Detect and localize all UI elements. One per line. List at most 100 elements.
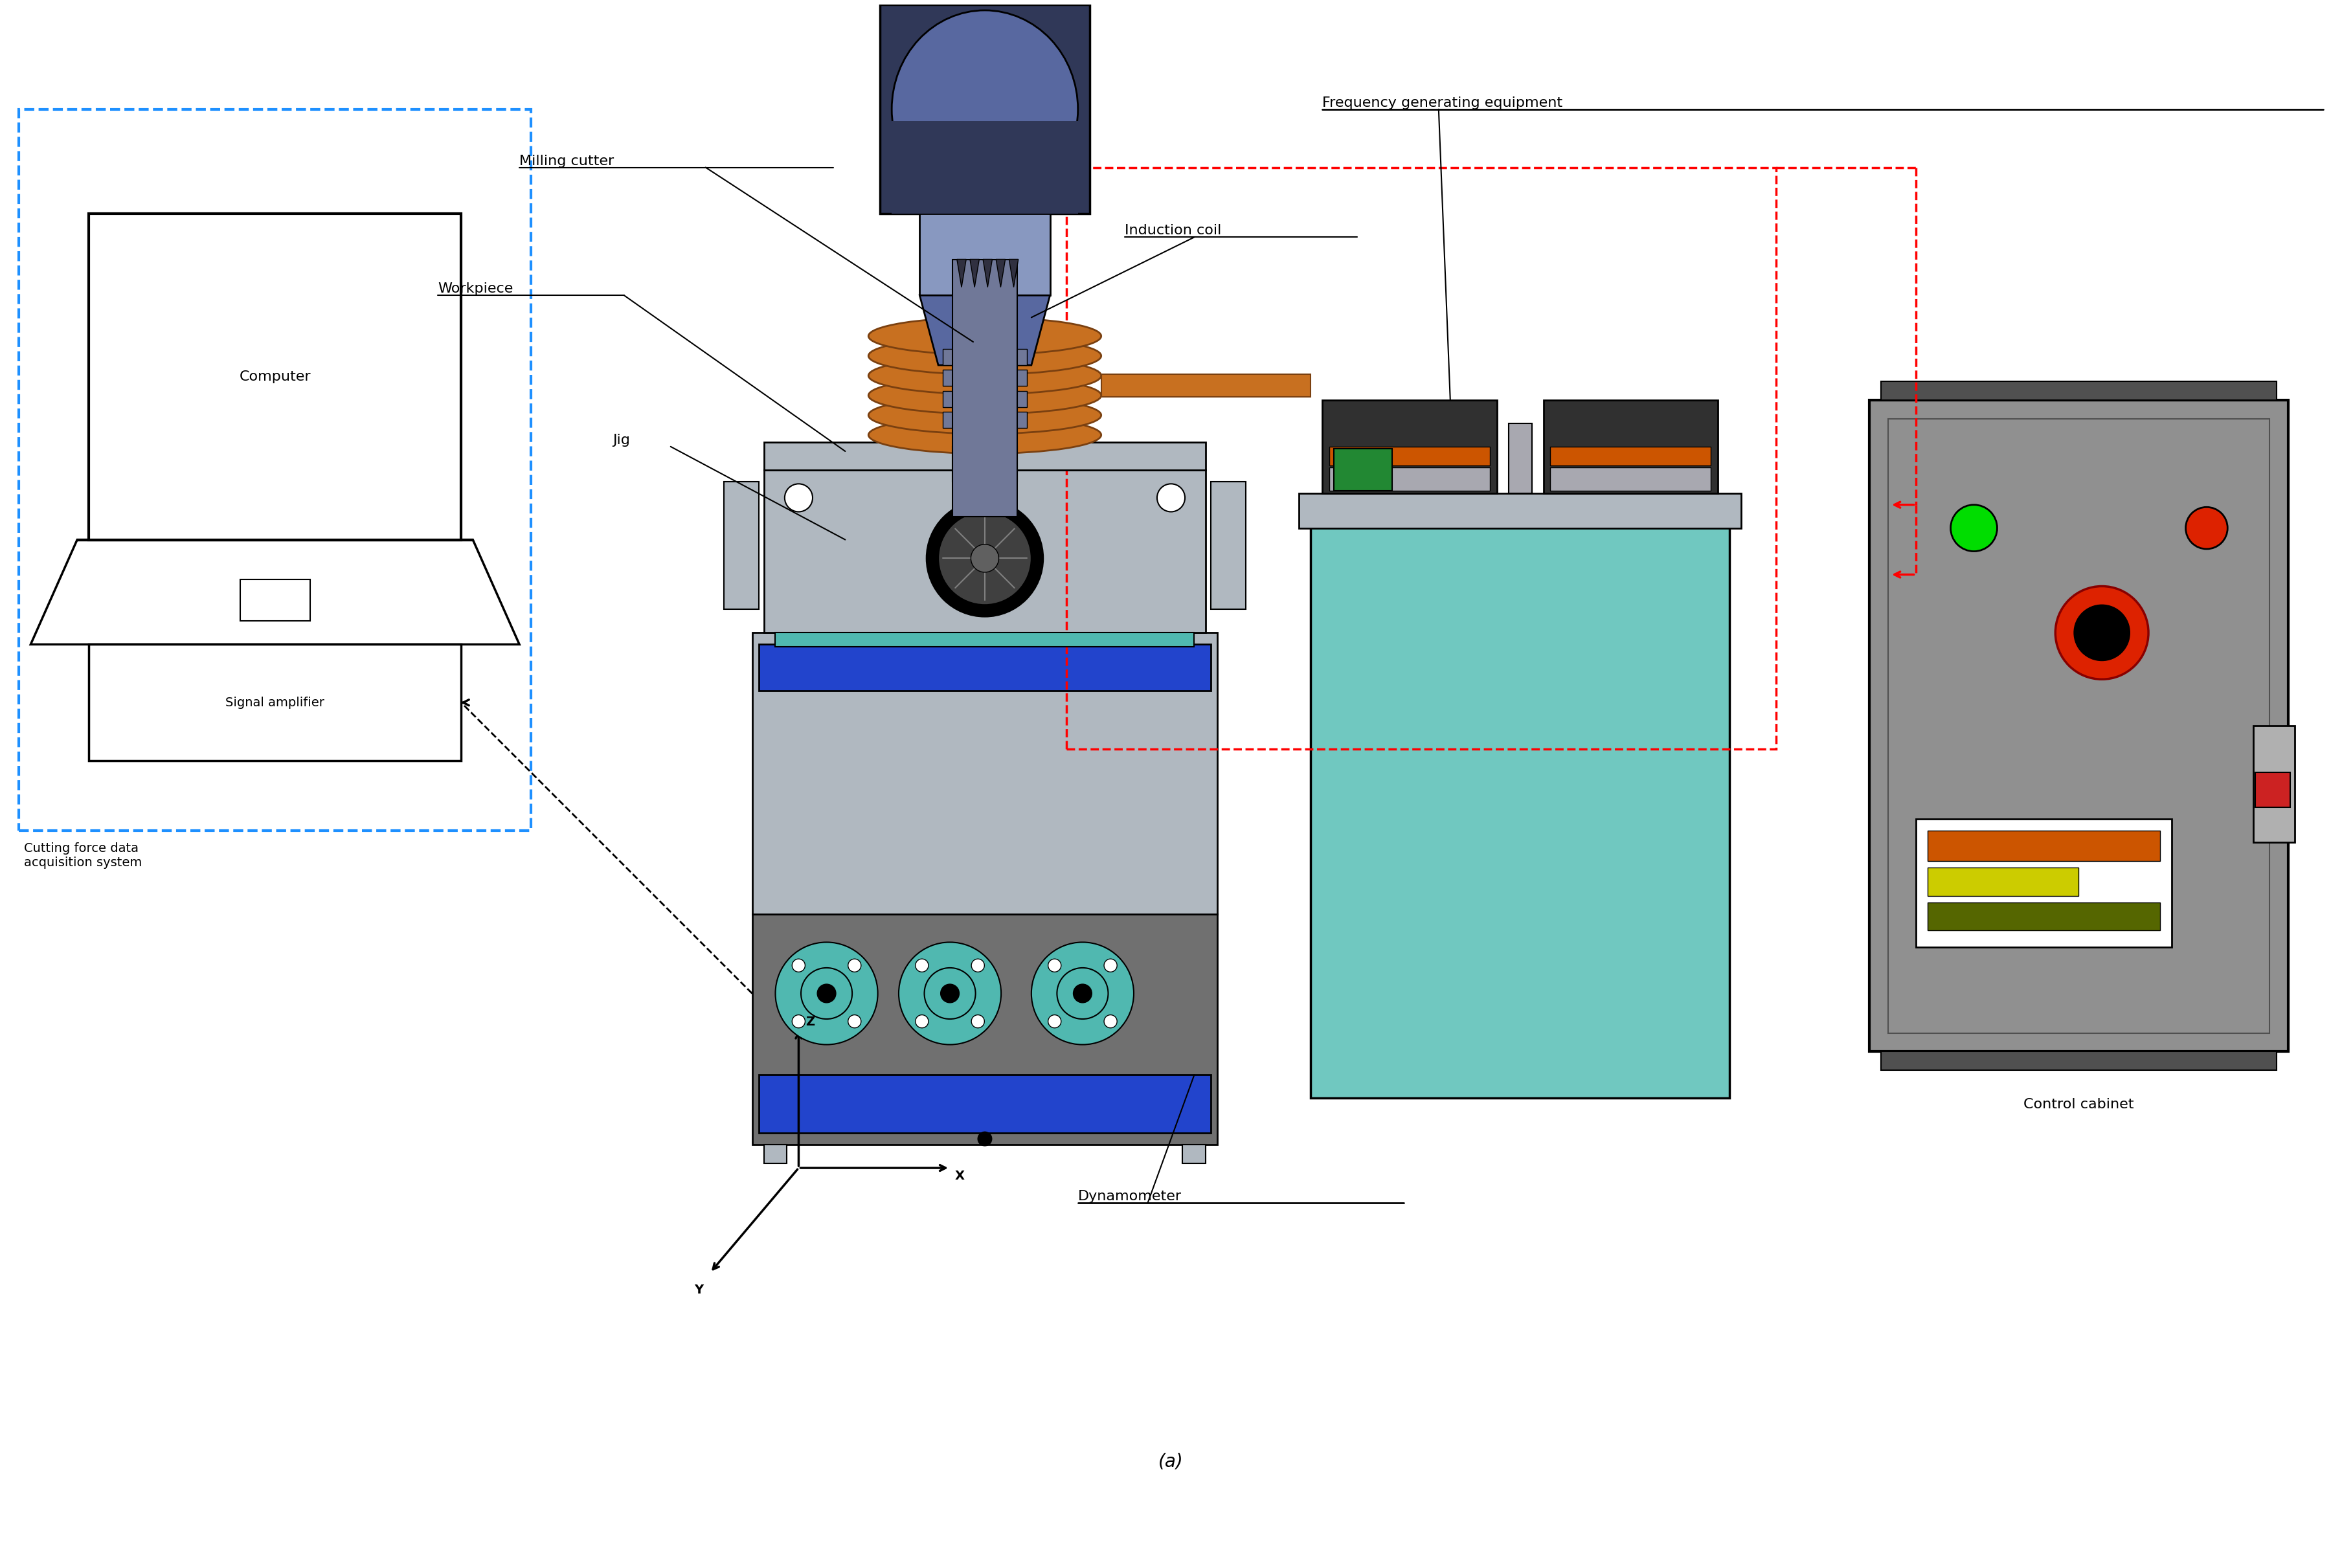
Bar: [944, 348, 1026, 365]
Bar: [752, 633, 1218, 914]
Circle shape: [792, 960, 806, 972]
Bar: [1927, 831, 2159, 861]
Polygon shape: [958, 259, 967, 287]
Circle shape: [899, 942, 1000, 1044]
Bar: [1335, 448, 1391, 491]
Bar: [1300, 494, 1740, 528]
Text: (a): (a): [1159, 1452, 1183, 1471]
Polygon shape: [920, 295, 1049, 365]
Text: Control cabinet: Control cabinet: [2023, 1098, 2134, 1112]
Bar: [1330, 447, 1490, 466]
Bar: [1323, 400, 1497, 494]
Circle shape: [972, 1014, 984, 1029]
Bar: [1550, 447, 1712, 466]
Circle shape: [1157, 485, 1185, 511]
Circle shape: [916, 960, 927, 972]
Bar: [892, 121, 1077, 213]
Circle shape: [2075, 605, 2129, 660]
Polygon shape: [995, 259, 1005, 287]
Bar: [1543, 400, 1719, 494]
Bar: [2255, 773, 2290, 808]
Circle shape: [1049, 960, 1061, 972]
Circle shape: [1049, 1014, 1061, 1029]
Text: Induction coil: Induction coil: [1124, 224, 1220, 237]
Circle shape: [785, 485, 813, 511]
Bar: [953, 447, 1016, 481]
Bar: [1101, 373, 1312, 397]
Bar: [1869, 400, 2288, 1052]
Circle shape: [1103, 960, 1117, 972]
Bar: [89, 213, 461, 539]
Ellipse shape: [869, 317, 1101, 354]
Bar: [1927, 903, 2159, 930]
Bar: [881, 5, 1089, 213]
Text: Cutting force data
acquisition system: Cutting force data acquisition system: [23, 842, 141, 869]
Polygon shape: [1009, 259, 1019, 287]
Bar: [1312, 516, 1728, 1098]
Bar: [724, 481, 759, 610]
Circle shape: [1103, 1014, 1117, 1029]
Text: Milling cutter: Milling cutter: [520, 154, 614, 168]
Circle shape: [972, 960, 984, 972]
Text: Dynamometer: Dynamometer: [1077, 1190, 1183, 1203]
Circle shape: [941, 985, 960, 1002]
Circle shape: [801, 967, 852, 1019]
Ellipse shape: [869, 358, 1101, 394]
Text: Workpiece: Workpiece: [438, 282, 513, 295]
Bar: [763, 442, 1206, 470]
Bar: [1881, 381, 2276, 400]
Circle shape: [848, 1014, 862, 1029]
Text: Y: Y: [693, 1284, 703, 1295]
Circle shape: [775, 942, 878, 1044]
Ellipse shape: [869, 337, 1101, 375]
Bar: [1881, 1052, 2276, 1071]
Bar: [763, 1145, 787, 1163]
Circle shape: [792, 1014, 806, 1029]
Circle shape: [817, 985, 836, 1002]
Circle shape: [1073, 985, 1091, 1002]
Text: Computer: Computer: [239, 370, 311, 383]
Circle shape: [925, 967, 977, 1019]
Circle shape: [979, 1132, 991, 1146]
Bar: [89, 644, 461, 760]
Text: Z: Z: [806, 1016, 815, 1029]
Text: Jig: Jig: [614, 434, 630, 447]
Polygon shape: [30, 539, 520, 644]
Circle shape: [927, 500, 1042, 616]
Bar: [1508, 423, 1532, 494]
Ellipse shape: [869, 417, 1101, 453]
Ellipse shape: [892, 11, 1077, 209]
Circle shape: [916, 1014, 927, 1029]
Circle shape: [2185, 506, 2227, 549]
Circle shape: [1056, 967, 1108, 1019]
Text: Signal amplifier: Signal amplifier: [225, 696, 326, 709]
Circle shape: [848, 960, 862, 972]
Circle shape: [939, 511, 1030, 605]
Bar: [775, 633, 1194, 646]
Bar: [759, 1074, 1211, 1134]
Circle shape: [2056, 586, 2148, 679]
Text: Frequency generating equipment: Frequency generating equipment: [1323, 96, 1562, 110]
Bar: [241, 579, 309, 621]
Ellipse shape: [869, 376, 1101, 414]
Bar: [1183, 1145, 1206, 1163]
Polygon shape: [984, 259, 993, 287]
Bar: [1550, 467, 1712, 491]
Bar: [1916, 818, 2171, 947]
Bar: [944, 390, 1026, 408]
Bar: [1927, 867, 2080, 895]
Bar: [944, 370, 1026, 386]
Bar: [763, 470, 1206, 633]
Circle shape: [972, 544, 998, 572]
Circle shape: [1951, 505, 1998, 552]
Ellipse shape: [869, 397, 1101, 434]
Polygon shape: [970, 259, 979, 287]
Bar: [1211, 481, 1246, 610]
Text: X: X: [956, 1170, 965, 1182]
Bar: [1330, 467, 1490, 491]
Bar: [953, 259, 1016, 516]
Bar: [920, 213, 1049, 295]
Bar: [752, 914, 1218, 1145]
Bar: [2253, 726, 2295, 842]
Circle shape: [1030, 942, 1134, 1044]
